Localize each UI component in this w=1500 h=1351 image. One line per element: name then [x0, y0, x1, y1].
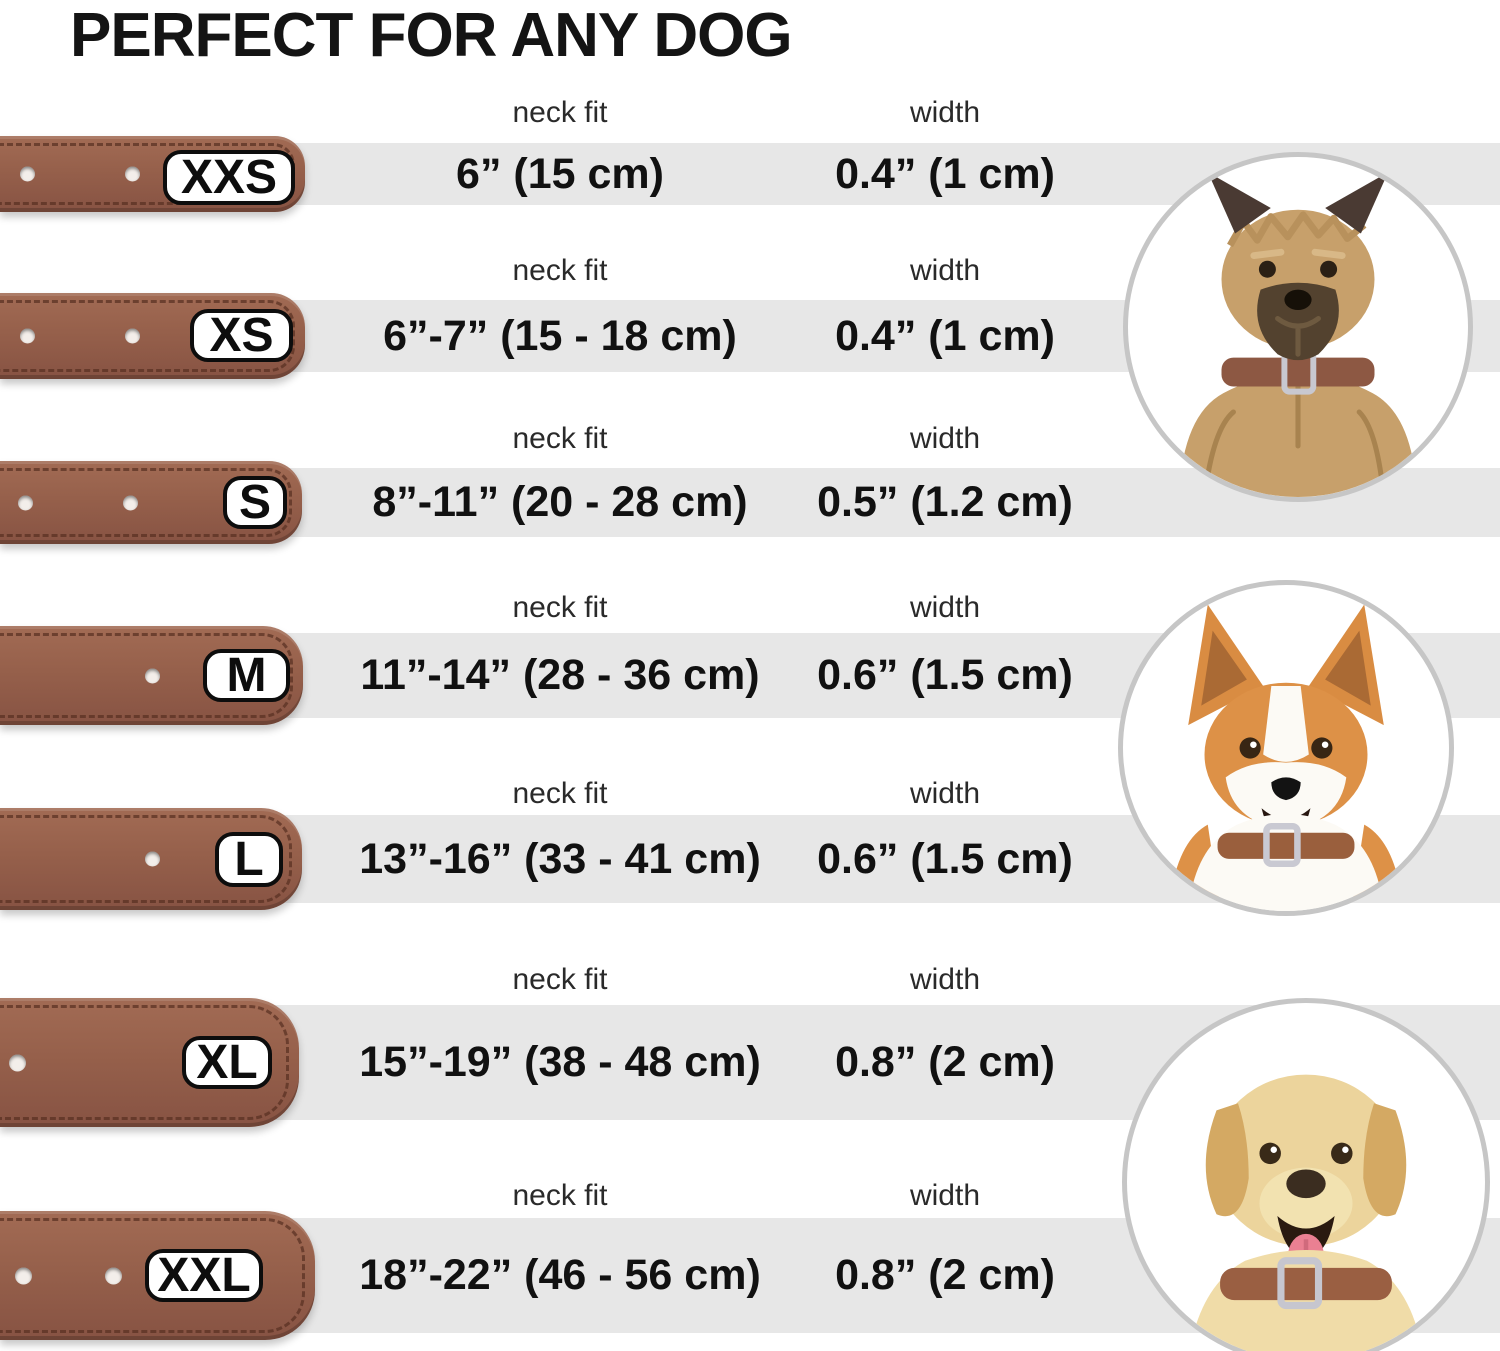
neck-fit-column-label: neck fit	[512, 963, 608, 996]
width-column-label: width	[909, 591, 981, 624]
collar-hole	[125, 166, 140, 182]
neck-fit-column-label: neck fit	[512, 422, 608, 455]
collar-strap-xs: XS	[0, 293, 305, 379]
collar-stitching	[0, 1005, 289, 1120]
collar-stitching	[0, 300, 295, 372]
collar-stitching	[0, 468, 292, 537]
size-tag-xxl: XXL	[145, 1249, 263, 1302]
collar-strap-m: M	[0, 626, 303, 725]
neck-fit-column-label: neck fit	[512, 591, 608, 624]
size-tag-m: M	[203, 649, 290, 702]
neck-fit-value: 11”-14” (28 - 36 cm)	[360, 651, 760, 699]
collar-stitching	[0, 633, 293, 718]
dog-photo-labrador	[1122, 998, 1490, 1351]
width-value: 0.5” (1.2 cm)	[817, 478, 1073, 526]
width-column-label: width	[909, 777, 981, 810]
collar-hole	[18, 495, 33, 510]
neck-fit-value: 13”-16” (33 - 41 cm)	[359, 834, 761, 883]
collar-strap-xxs: XXS	[0, 136, 305, 212]
collar-hole	[20, 328, 35, 344]
width-value: 0.4” (1 cm)	[835, 311, 1055, 360]
collar-hole	[15, 1267, 32, 1284]
collar-strap-xxl: XXL	[0, 1211, 315, 1340]
collar-stitching	[0, 815, 292, 903]
labrador-illustration	[1189, 1074, 1423, 1351]
dog-photo-corgi	[1118, 580, 1454, 916]
collar-strap-s: S	[0, 461, 302, 544]
neck-fit-column-label: neck fit	[512, 777, 608, 810]
neck-fit-column-label: neck fit	[512, 96, 608, 129]
width-column-label: width	[909, 96, 981, 129]
size-tag-xxs: XXS	[163, 150, 295, 205]
collar-hole	[145, 851, 160, 867]
size-tag-xs: XS	[190, 309, 293, 362]
collar-strap-l: L	[0, 808, 302, 910]
collar-hole	[145, 668, 160, 683]
terrier-illustration	[1179, 172, 1417, 497]
width-value: 0.8” (2 cm)	[835, 1038, 1055, 1086]
width-value: 0.4” (1 cm)	[835, 149, 1055, 198]
collar-hole	[125, 328, 140, 344]
width-value: 0.6” (1.5 cm)	[817, 834, 1073, 883]
neck-fit-column-label: neck fit	[512, 1179, 608, 1212]
neck-fit-value: 6” (15 cm)	[456, 149, 664, 198]
collar-stitching	[0, 1218, 305, 1333]
collar-hole	[105, 1267, 122, 1284]
width-column-label: width	[909, 422, 981, 455]
width-column-label: width	[909, 1179, 981, 1212]
neck-fit-value: 8”-11” (20 - 28 cm)	[372, 478, 748, 526]
neck-fit-column-label: neck fit	[512, 254, 608, 287]
collar-hole	[20, 166, 35, 182]
neck-fit-value: 15”-19” (38 - 48 cm)	[359, 1038, 761, 1086]
size-tag-s: S	[223, 476, 287, 529]
size-tag-xl: XL	[182, 1036, 272, 1089]
collar-hole	[9, 1054, 26, 1071]
dog-photo-terrier	[1123, 152, 1473, 502]
width-value: 0.8” (2 cm)	[835, 1251, 1055, 1299]
neck-fit-value: 18”-22” (46 - 56 cm)	[359, 1251, 761, 1299]
collar-hole	[123, 495, 138, 510]
size-tag-l: L	[215, 832, 283, 887]
corgi-illustration	[1168, 604, 1404, 911]
collar-strap-xl: XL	[0, 998, 299, 1127]
width-column-label: width	[909, 963, 981, 996]
width-value: 0.6” (1.5 cm)	[817, 651, 1073, 699]
neck-fit-value: 6”-7” (15 - 18 cm)	[383, 311, 737, 360]
width-column-label: width	[909, 254, 981, 287]
page-title: PERFECT FOR ANY DOG	[70, 1, 793, 70]
